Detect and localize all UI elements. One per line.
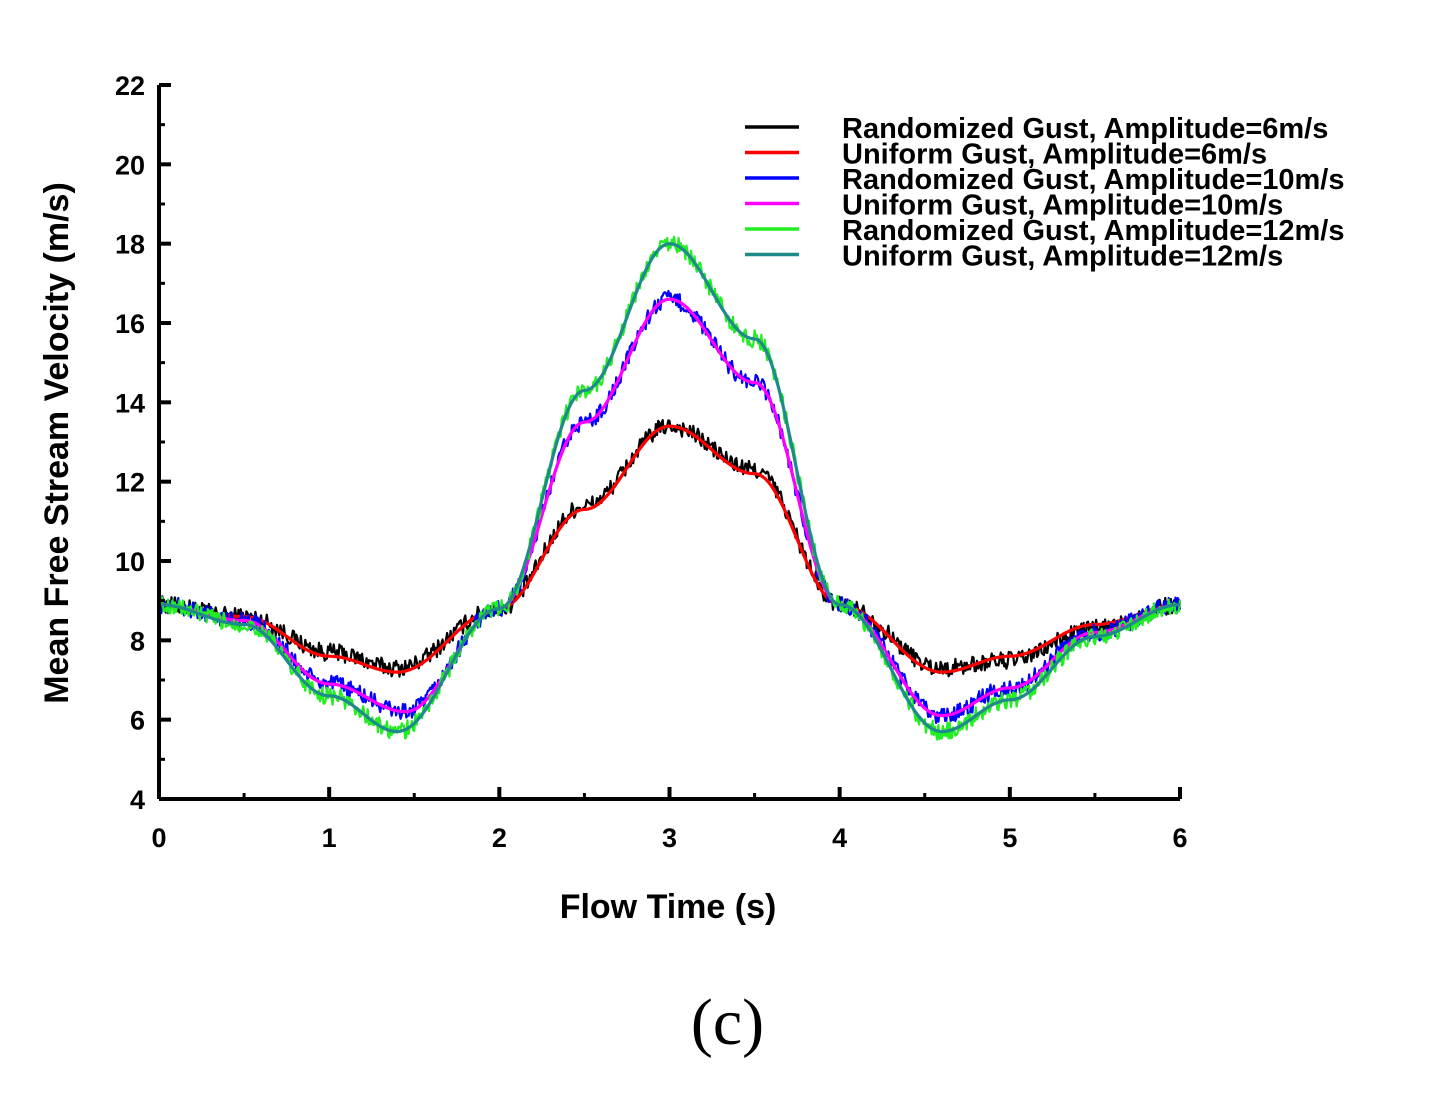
series-layer	[157, 235, 1182, 741]
series-line-1	[157, 419, 1182, 678]
y-tick-label: 10	[115, 547, 145, 577]
y-tick-label: 20	[115, 150, 145, 180]
series-line-5	[157, 235, 1182, 741]
y-axis-title: Mean Free Stream Velocity (m/s)	[38, 182, 76, 704]
axes	[157, 83, 1182, 801]
y-tick-label: 22	[115, 71, 145, 101]
x-tick-label: 0	[151, 823, 166, 853]
y-tick-label: 14	[115, 388, 145, 418]
x-axis-title: Flow Time (s)	[560, 888, 777, 926]
legend-label-1: Randomized Gust, Amplitude=6m/s	[842, 113, 1328, 145]
series-line-3	[157, 289, 1182, 725]
x-tick-label: 5	[1002, 823, 1017, 853]
figure-caption: (c)	[690, 986, 765, 1059]
y-tick-label: 12	[115, 468, 145, 498]
legend-label-3: Randomized Gust, Amplitude=10m/s	[842, 164, 1345, 196]
x-tick-label: 1	[322, 823, 337, 853]
y-tick-label: 6	[130, 706, 145, 736]
series-line-4	[158, 297, 1181, 718]
x-tick-label: 2	[492, 823, 507, 853]
y-tick-label: 8	[130, 626, 145, 656]
legend-label-2: Uniform Gust, Amplitude=6m/s	[842, 139, 1267, 171]
x-tick-label: 4	[832, 823, 847, 853]
series-line-2	[158, 424, 1181, 674]
legend-label-5: Randomized Gust, Amplitude=12m/s	[842, 215, 1345, 247]
legend-label-6: Uniform Gust, Amplitude=12m/s	[842, 241, 1283, 273]
legend-label-4: Uniform Gust, Amplitude=10m/s	[842, 190, 1283, 222]
y-tick-label: 16	[115, 309, 145, 339]
y-tick-label: 18	[115, 230, 145, 260]
y-tick-label: 4	[130, 785, 145, 815]
x-tick-label: 6	[1172, 823, 1187, 853]
x-tick-label: 3	[662, 823, 677, 853]
series-line-6	[158, 242, 1181, 734]
